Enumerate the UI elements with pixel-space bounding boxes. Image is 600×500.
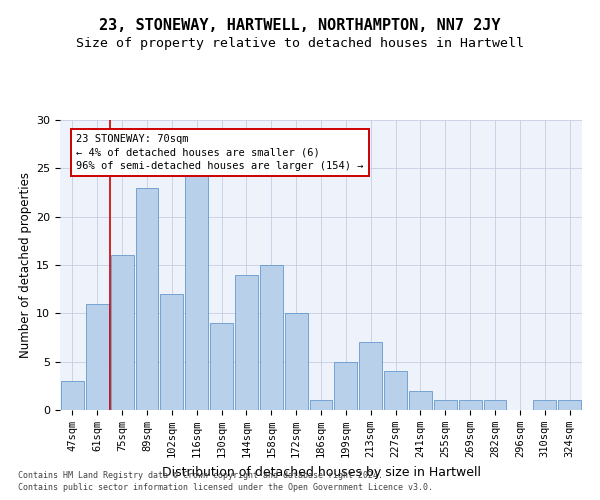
Bar [285, 314, 308, 410]
X-axis label: Distribution of detached houses by size in Hartwell: Distribution of detached houses by size … [161, 466, 481, 478]
Text: Size of property relative to detached houses in Hartwell: Size of property relative to detached ho… [76, 38, 524, 51]
Bar [409, 390, 432, 410]
Bar [86, 304, 109, 410]
Bar [160, 294, 183, 410]
Bar [310, 400, 332, 410]
Bar [334, 362, 357, 410]
Bar [434, 400, 457, 410]
Text: 23, STONEWAY, HARTWELL, NORTHAMPTON, NN7 2JY: 23, STONEWAY, HARTWELL, NORTHAMPTON, NN7… [99, 18, 501, 32]
Bar [111, 256, 134, 410]
Bar [210, 323, 233, 410]
Bar [459, 400, 482, 410]
Bar [359, 342, 382, 410]
Bar [136, 188, 158, 410]
Bar [533, 400, 556, 410]
Y-axis label: Number of detached properties: Number of detached properties [19, 172, 32, 358]
Bar [235, 274, 258, 410]
Bar [558, 400, 581, 410]
Bar [484, 400, 506, 410]
Bar [185, 168, 208, 410]
Bar [61, 381, 84, 410]
Bar [260, 265, 283, 410]
Text: Contains public sector information licensed under the Open Government Licence v3: Contains public sector information licen… [18, 484, 433, 492]
Bar [384, 372, 407, 410]
Text: 23 STONEWAY: 70sqm
← 4% of detached houses are smaller (6)
96% of semi-detached : 23 STONEWAY: 70sqm ← 4% of detached hous… [76, 134, 364, 171]
Text: Contains HM Land Registry data © Crown copyright and database right 2024.: Contains HM Land Registry data © Crown c… [18, 471, 383, 480]
